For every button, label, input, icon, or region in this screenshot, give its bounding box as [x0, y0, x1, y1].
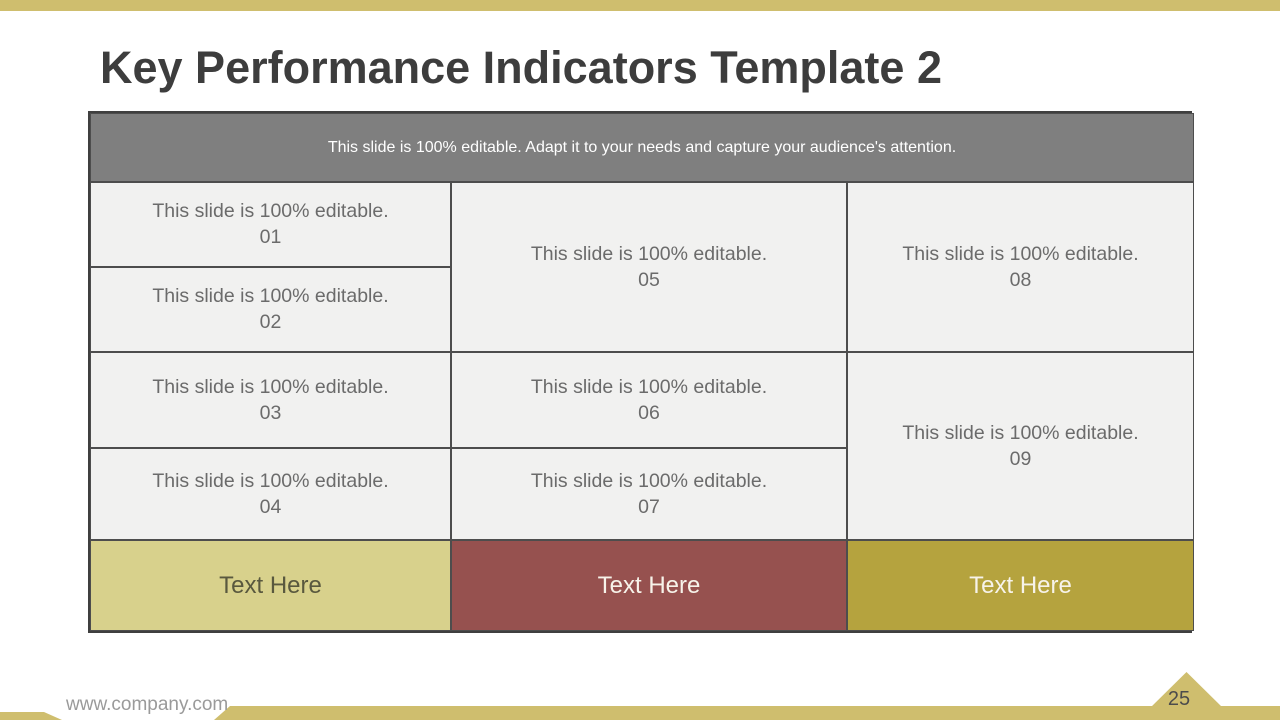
cell-04: This slide is 100% editable. 04 [90, 448, 451, 540]
cell-02-text: This slide is 100% editable. [152, 285, 389, 307]
cell-07-number: 07 [638, 495, 660, 518]
kpi-table: This slide is 100% editable. Adapt it to… [88, 111, 1194, 633]
cell-06-number: 06 [638, 401, 660, 424]
slide-title: Key Performance Indicators Template 2 [100, 42, 942, 94]
cell-03-number: 03 [259, 401, 282, 424]
cell-08-number: 08 [1009, 268, 1032, 291]
cell-03-text: This slide is 100% editable. [152, 375, 389, 398]
cell-04-number: 04 [259, 495, 282, 518]
cell-05-text: This slide is 100% editable. [530, 242, 768, 265]
footer-cell-maroon: Text Here [451, 540, 847, 631]
cell-09-text: This slide is 100% editable. [902, 421, 1139, 444]
table-header-cell: This slide is 100% editable. Adapt it to… [90, 113, 1194, 182]
footer-cell-maroon-label: Text Here [597, 572, 701, 599]
footer-cell-khaki-label: Text Here [219, 572, 322, 599]
cell-09-number: 09 [1009, 447, 1032, 470]
footer-cell-gold-label: Text Here [969, 572, 1072, 599]
cell-01-text: This slide is 100% editable. [152, 200, 389, 222]
cell-08-text: This slide is 100% editable. [902, 242, 1139, 265]
footer-ribbon-right [214, 706, 1280, 720]
cell-06: This slide is 100% editable. 06 [451, 352, 847, 448]
top-accent-bar [0, 0, 1280, 11]
cell-03: This slide is 100% editable. 03 [90, 352, 451, 448]
footer-ribbon-left [0, 712, 62, 720]
footer-cell-khaki: Text Here [90, 540, 451, 631]
cell-07: This slide is 100% editable. 07 [451, 448, 847, 540]
cell-04-text: This slide is 100% editable. [152, 469, 389, 492]
footer-cell-gold: Text Here [847, 540, 1194, 631]
cell-01: This slide is 100% editable. 01 [90, 182, 451, 267]
cell-09: This slide is 100% editable. 09 [847, 352, 1194, 540]
footer-company-url: www.company.com [66, 694, 229, 715]
table-header-text: This slide is 100% editable. Adapt it to… [327, 138, 957, 156]
page-number: 25 [1167, 688, 1191, 710]
cell-01-number: 01 [259, 226, 282, 248]
cell-05-number: 05 [638, 268, 660, 291]
cell-05: This slide is 100% editable. 05 [451, 182, 847, 352]
cell-02: This slide is 100% editable. 02 [90, 267, 451, 352]
cell-08: This slide is 100% editable. 08 [847, 182, 1194, 352]
cell-02-number: 02 [259, 311, 282, 333]
cell-06-text: This slide is 100% editable. [530, 375, 768, 398]
cell-07-text: This slide is 100% editable. [530, 469, 768, 492]
